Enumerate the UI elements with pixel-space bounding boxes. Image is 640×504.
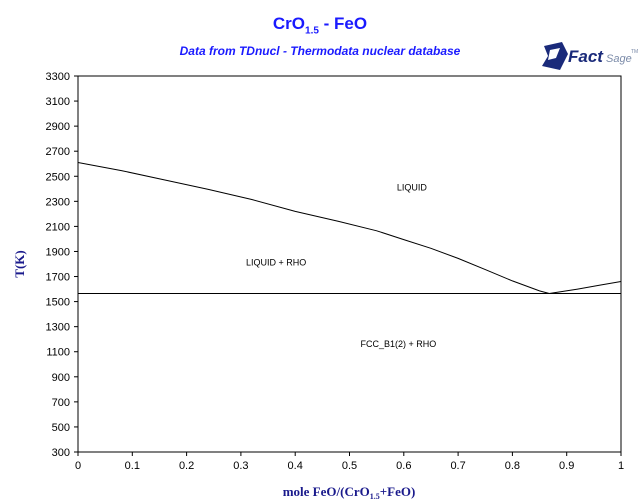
chart-subtitle: Data from TDnucl - Thermodata nuclear da… — [179, 44, 461, 58]
y-tick-label: 300 — [52, 447, 70, 459]
x-axis-title: mole FeO/(CrO1.5+FeO) — [283, 484, 416, 501]
x-tick-label: 0.4 — [288, 460, 303, 472]
y-tick-label: 1700 — [46, 272, 70, 284]
y-tick-label: 1100 — [46, 347, 70, 359]
x-tick-label: 0 — [75, 460, 81, 472]
y-tick-label: 2900 — [46, 121, 70, 133]
x-tick-label: 0.1 — [125, 460, 140, 472]
x-tick-label: 0.3 — [233, 460, 248, 472]
y-tick-label: 900 — [52, 372, 70, 384]
x-tick-label: 0.2 — [179, 460, 194, 472]
x-tick-label: 0.7 — [450, 460, 465, 472]
y-tick-label: 2700 — [46, 146, 70, 158]
region-label: LIQUID + RHO — [246, 258, 306, 268]
y-axis-title: T(K) — [12, 250, 27, 277]
y-tick-label: 1500 — [46, 297, 70, 309]
y-tick-label: 2100 — [46, 221, 70, 233]
phase-boundary-line-1 — [549, 281, 622, 294]
region-label: FCC_B1(2) + RHO — [360, 339, 436, 349]
title-subscript: 1.5 — [305, 25, 319, 37]
plot-area-border — [77, 75, 622, 453]
y-tick-label: 1900 — [46, 246, 70, 258]
title-formula: CrO — [272, 14, 306, 33]
y-tick-label: 700 — [52, 397, 70, 409]
y-tick-label: 2300 — [46, 196, 70, 208]
series-layer — [77, 162, 622, 294]
y-axis-ticks: 300 500 700 900 1100 1300 1500 1700 1900 2100 2300… — [46, 71, 78, 459]
y-tick-label: 2500 — [46, 171, 70, 183]
y-tick-label: 500 — [52, 422, 70, 434]
x-tick-label: 1 — [618, 460, 624, 472]
title-rest: - FeO — [318, 14, 368, 33]
x-tick-label: 0.6 — [396, 460, 411, 472]
factsage-logo-icon — [542, 42, 568, 70]
y-tick-label: 3300 — [46, 71, 70, 83]
chart-title: CrO1.5 - FeO — [0, 14, 640, 36]
y-tick-label: 3100 — [46, 96, 70, 108]
x-axis-ticks: 0 0.1 0.2 0.3 0.4 0.5 0.6 0.7 0.8 0.9 1 — [75, 452, 624, 472]
x-tick-label: 0.9 — [559, 460, 574, 472]
phase-boundary-line-0 — [77, 162, 550, 294]
factsage-logo: Fact Sage TM — [542, 42, 638, 70]
region-label: LIQUID — [397, 183, 428, 193]
x-tick-label: 0.8 — [505, 460, 520, 472]
x-axis-title-post: +FeO) — [380, 484, 416, 499]
y-tick-label: 1300 — [46, 322, 70, 334]
logo-word-sage: Sage — [606, 53, 632, 65]
x-axis-title-pre: mole FeO/(CrO — [283, 484, 370, 499]
region-labels: LIQUID LIQUID + RHO FCC_B1(2) + RHO — [246, 183, 436, 350]
x-tick-label: 0.5 — [342, 460, 357, 472]
logo-word-fact: Fact — [568, 47, 604, 66]
logo-mark: TM — [631, 49, 638, 55]
x-axis-title-sub: 1.5 — [370, 492, 380, 501]
